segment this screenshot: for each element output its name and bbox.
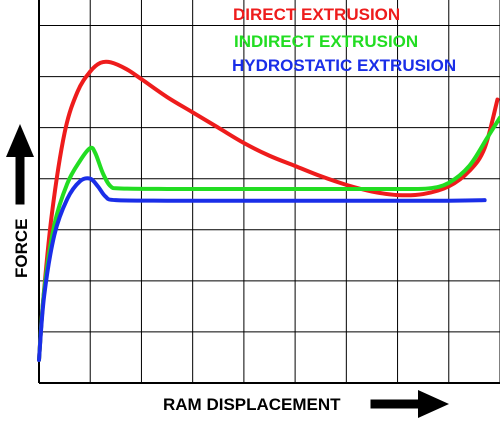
legend-entry-hydrostatic-extrusion: HYDROSTATIC EXTRUSION — [232, 56, 456, 75]
y-axis-arrow — [6, 124, 34, 205]
series-line-hydrostatic-extrusion — [37, 176, 487, 363]
y-axis-title-group: FORCE — [12, 219, 31, 279]
legend-entry-indirect-extrusion: INDIRECT EXTRUSION — [234, 32, 418, 51]
series-line-direct-extrusion — [37, 59, 500, 363]
series-lines — [37, 59, 500, 363]
series-line-indirect-extrusion — [37, 115, 500, 363]
x-axis-title: RAM DISPLACEMENT — [163, 395, 341, 414]
legend-entry-direct-extrusion: DIRECT EXTRUSION — [233, 5, 400, 24]
grid — [38, 0, 500, 384]
x-axis-arrow — [370, 390, 449, 418]
y-axis-title: FORCE — [12, 219, 31, 279]
legend: DIRECT EXTRUSION INDIRECT EXTRUSION HYDR… — [232, 5, 456, 75]
